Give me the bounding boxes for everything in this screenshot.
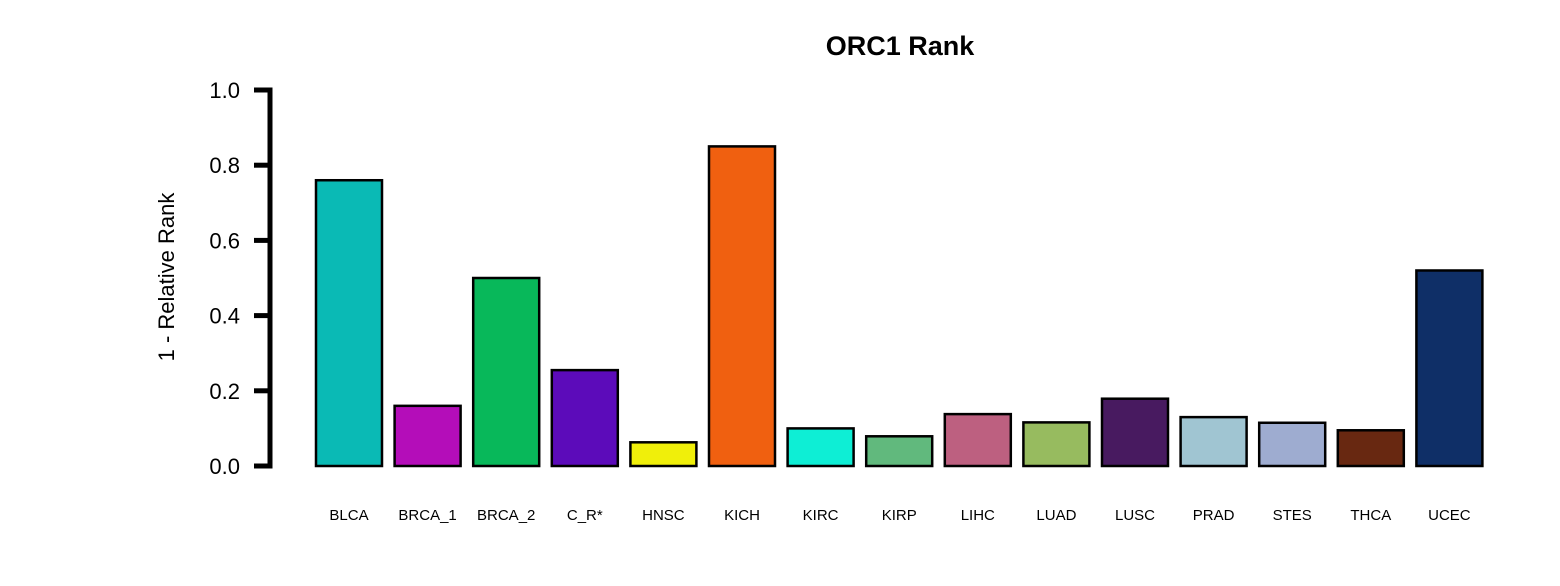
bars-group	[314, 145, 1484, 468]
bar-c-r-	[550, 368, 620, 468]
bar-kirc	[786, 427, 855, 468]
x-tick-label: LUAD	[1036, 507, 1076, 524]
x-tick-label: BRCA_1	[398, 507, 456, 524]
bar-kirp	[864, 435, 934, 468]
bar-lusc	[1100, 397, 1170, 468]
y-tick-label: 1.0	[209, 78, 240, 103]
x-tick-label: LUSC	[1115, 507, 1155, 524]
x-tick-labels: BLCA BRCA_1 BRCA_2 C_R* HNSC KICH KIRC KIRP LIHC…	[329, 507, 1470, 524]
chart-title: ORC1 Rank	[826, 31, 976, 61]
y-tick-label: 0.8	[209, 153, 240, 178]
bar-brca-2	[471, 276, 541, 468]
y-tick-label: 0.0	[209, 454, 240, 479]
bar-hnsc	[629, 441, 698, 468]
bar-blca	[314, 178, 384, 468]
bar-prad	[1179, 415, 1248, 468]
x-tick-label: KIRC	[803, 507, 839, 524]
bar-stes	[1257, 421, 1327, 468]
bar-thca	[1336, 429, 1406, 468]
y-axis-label: 1 - Relative Rank	[154, 192, 179, 362]
x-tick-label: KIRP	[882, 507, 917, 524]
x-tick-label: BRCA_2	[477, 507, 535, 524]
x-tick-label: PRAD	[1193, 507, 1235, 524]
x-tick-label: HNSC	[642, 507, 685, 524]
x-tick-label: UCEC	[1428, 507, 1471, 524]
bar-kich	[707, 145, 777, 468]
bar-ucec	[1415, 269, 1484, 468]
y-axis: 0.0 0.2 0.4 0.6 0.8 1.0	[209, 78, 273, 479]
y-tick-label: 0.6	[209, 228, 240, 253]
bar-luad	[1022, 421, 1091, 468]
x-tick-label: C_R*	[567, 507, 603, 524]
bar-lihc	[943, 412, 1013, 468]
bar-brca-1	[393, 404, 462, 468]
x-tick-label: LIHC	[961, 507, 995, 524]
x-tick-label: STES	[1273, 507, 1312, 524]
y-tick-label: 0.4	[209, 304, 240, 329]
x-tick-label: KICH	[724, 507, 760, 524]
x-tick-label: THCA	[1350, 507, 1391, 524]
y-tick-label: 0.2	[209, 379, 240, 404]
x-tick-label: BLCA	[329, 507, 368, 524]
